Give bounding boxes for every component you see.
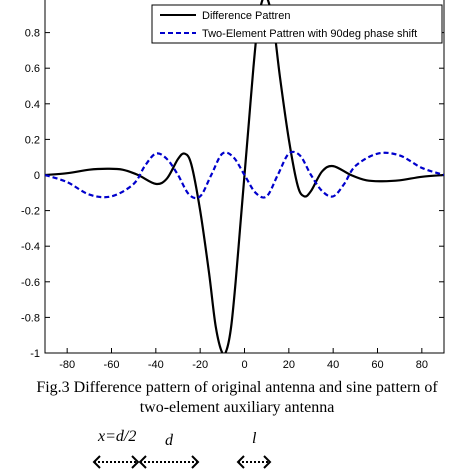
x-tick-label: -20 [192,359,208,371]
y-tick-label: 0.4 [25,99,40,111]
arrow-left-1 [92,455,101,469]
arrow-left-3 [236,455,245,469]
figure-caption-line2: two-element auxiliary antenna [139,399,335,416]
legend-label-difference: Difference Pattren [202,10,290,22]
y-tick-label: 0.2 [25,134,40,146]
antenna-sketch [92,455,272,469]
arrow-left-2 [138,455,147,469]
arrow-right-2 [191,455,200,469]
arrow-right-3 [263,455,272,469]
x-tick-label: 20 [283,359,295,371]
x-tick-label: -40 [148,359,164,371]
y-tick-label: 0 [34,170,40,182]
x-tick-label: 80 [416,359,428,371]
x-tick-label: 60 [371,359,383,371]
axis-ticks: -80 -60 -40 -20 0 20 40 60 80 -1 -0.8 -0.6 -0.4 -0.2 0… [21,28,444,371]
l-label: l [252,430,257,447]
y-tick-label: -0.4 [21,241,40,253]
x-tick-label: 40 [327,359,339,371]
x-tick-label: -60 [104,359,120,371]
y-tick-label: -0.2 [21,206,40,218]
two-element-pattern-line [45,150,444,200]
y-tick-label: 0.8 [25,28,40,40]
x-equals-d-half-label: x=d/2 [98,428,137,445]
d-label: d [165,432,173,449]
x-tick-label: -80 [59,359,75,371]
y-tick-label: -0.8 [21,312,40,324]
legend-label-two-element: Two-Element Pattren with 90deg phase shi… [202,28,417,40]
figure-caption-line1: Fig.3 Difference pattern of original ant… [36,379,438,396]
y-tick-label: 0.6 [25,63,40,75]
legend-box [151,4,443,44]
arrow-right-1 [131,455,140,469]
series-layer [45,0,444,353]
legend: Difference Pattren Two-Element Pattren w… [151,4,443,44]
y-tick-label: -0.6 [21,277,40,289]
x-tick-label: 0 [241,359,247,371]
y-tick-label: -1 [30,348,40,360]
